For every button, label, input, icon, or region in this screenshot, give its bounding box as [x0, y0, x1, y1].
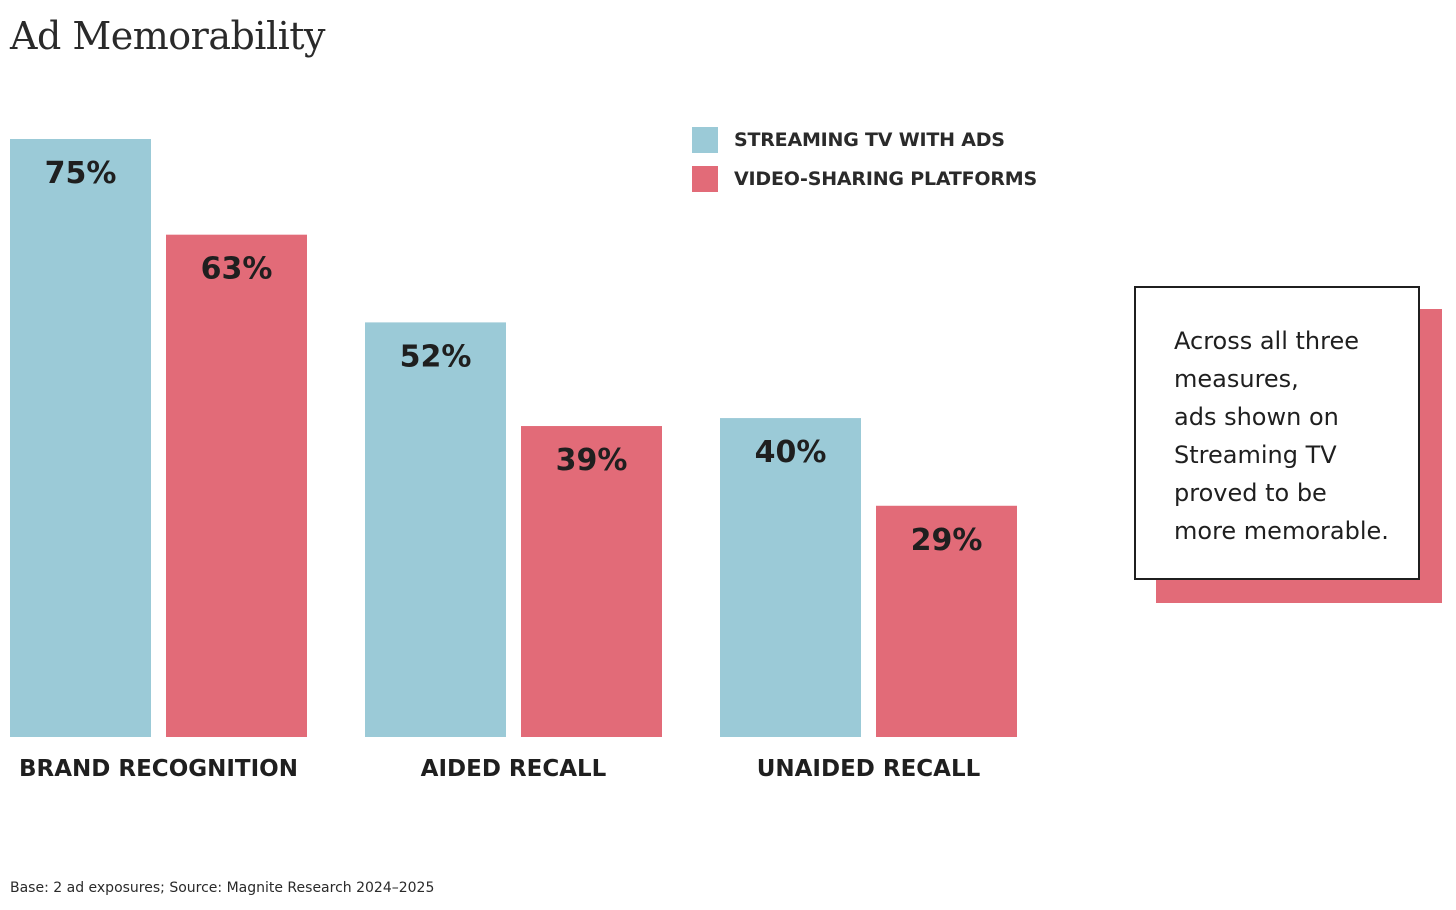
bar-streaming-tv-0	[10, 139, 151, 737]
chart-title: Ad Memorability	[10, 14, 326, 58]
bar-value-label: 63%	[201, 252, 273, 287]
bar-value-label: 75%	[45, 156, 117, 191]
bar-value-label: 40%	[755, 435, 827, 470]
bar-value-label: 29%	[911, 523, 983, 558]
legend-label-streaming-tv: STREAMING TV WITH ADS	[734, 129, 1005, 151]
callout-box: Across all three measures, ads shown on …	[1134, 286, 1420, 580]
callout-line: Across all three	[1174, 327, 1360, 355]
category-label: BRAND RECOGNITION	[19, 756, 298, 782]
bar-video-sharing-0	[166, 234, 307, 737]
bar-video-sharing-1	[521, 426, 662, 737]
callout-line: more memorable.	[1174, 517, 1389, 545]
callout-line: measures,	[1174, 365, 1299, 393]
callout-text: Across all three measures, ads shown on …	[1174, 322, 1414, 550]
legend-swatch-video-sharing	[692, 166, 718, 192]
bar-streaming-tv-1	[365, 322, 506, 737]
callout-line: Streaming TV	[1174, 441, 1337, 469]
bar-streaming-tv-2	[720, 418, 861, 737]
legend-item-video-sharing: VIDEO-SHARING PLATFORMS	[692, 166, 1037, 192]
legend-swatch-streaming-tv	[692, 127, 718, 153]
bar-video-sharing-2	[876, 505, 1017, 737]
legend-label-video-sharing: VIDEO-SHARING PLATFORMS	[734, 168, 1037, 190]
callout-line: ads shown on	[1174, 403, 1339, 431]
callout-line: proved to be	[1174, 479, 1327, 507]
legend-item-streaming-tv: STREAMING TV WITH ADS	[692, 127, 1037, 153]
bar-chart: 75% 63% BRAND RECOGNITION 52% 39% AIDED RECAL…	[10, 139, 1017, 782]
category-label: UNAIDED RECALL	[757, 756, 981, 782]
source-footnote: Base: 2 ad exposures; Source: Magnite Re…	[10, 880, 435, 896]
category-label: AIDED RECALL	[421, 756, 607, 782]
legend: STREAMING TV WITH ADS VIDEO-SHARING PLAT…	[692, 127, 1037, 205]
bar-value-label: 39%	[556, 443, 628, 478]
bar-value-label: 52%	[400, 339, 472, 374]
